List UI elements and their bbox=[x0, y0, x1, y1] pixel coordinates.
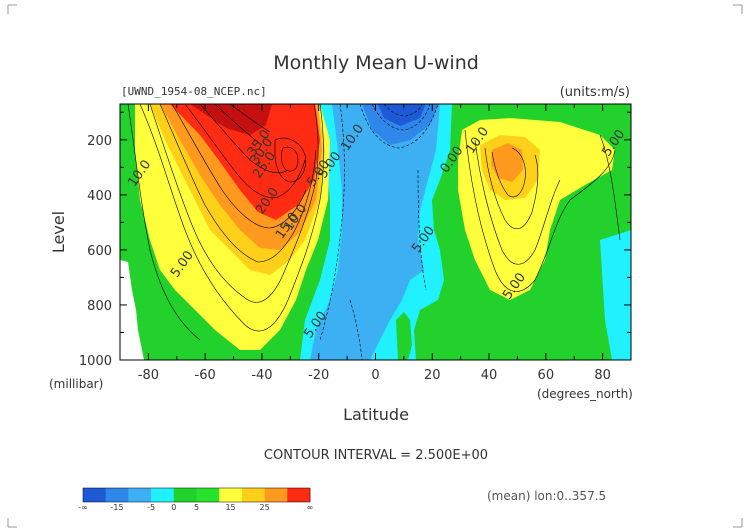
colorbar-swatch-7 bbox=[241, 488, 265, 502]
y-tick-label-3: 800 bbox=[87, 299, 112, 314]
colorbar-swatch-8 bbox=[264, 488, 288, 502]
colorbar-label-1: -15 bbox=[111, 503, 124, 512]
x-tick-label-3: -20 bbox=[308, 368, 329, 383]
x-tick-label-1: -60 bbox=[195, 368, 216, 383]
page-corner-marks bbox=[7, 4, 743, 528]
colorbar-label-6: 25 bbox=[260, 503, 270, 512]
colorbar-swatch-6 bbox=[219, 488, 243, 502]
x-tick-label-6: 40 bbox=[481, 368, 498, 383]
contour-interval-text: CONTOUR INTERVAL = 2.500E+00 bbox=[264, 448, 488, 463]
dataset-label: [UWND_1954-08_NCEP.nc] bbox=[121, 85, 267, 98]
units-label: (units:m/s) bbox=[560, 85, 630, 100]
x-tick-label-5: 20 bbox=[424, 368, 441, 383]
colorbar-frame bbox=[82, 487, 311, 503]
light-blue-region bbox=[310, 104, 440, 360]
green-blob-equator bbox=[396, 312, 412, 360]
y-tick-labels: 200 400 600 800 1000 bbox=[79, 134, 112, 369]
x-tick-label-2: -40 bbox=[251, 368, 272, 383]
y-tick-label-4: 1000 bbox=[79, 354, 112, 369]
colorbar-tick-labels: -∞ -15 -5 0 5 15 25 ∞ bbox=[78, 503, 313, 512]
colorbar-label-2: -5 bbox=[147, 503, 155, 512]
dark-blue-core bbox=[378, 104, 426, 126]
x-units-label: (degrees_north) bbox=[537, 387, 633, 401]
colorbar-swatch-4 bbox=[173, 488, 197, 502]
colorbar-label-0: -∞ bbox=[78, 503, 88, 512]
colorbar-label-7: ∞ bbox=[307, 503, 314, 512]
cyan-region-right bbox=[600, 230, 631, 360]
y-tick-label-1: 400 bbox=[87, 189, 112, 204]
x-tick-label-0: -80 bbox=[138, 368, 159, 383]
x-tick-label-7: 60 bbox=[538, 368, 555, 383]
chart-title: Monthly Mean U-wind bbox=[273, 52, 479, 74]
y-tick-label-0: 200 bbox=[87, 134, 112, 149]
x-tick-labels: -80 -60 -40 -20 0 20 40 60 80 bbox=[138, 368, 611, 383]
y-axis-ticks bbox=[120, 111, 631, 361]
colorbar-label-3: 0 bbox=[171, 503, 176, 512]
x-tick-label-4: 0 bbox=[371, 368, 379, 383]
colorbar-swatch-3 bbox=[151, 488, 175, 502]
missing-data-region bbox=[120, 260, 144, 360]
plot-area: 35.030.025.020.015.010.010.05.005.005.00… bbox=[120, 104, 631, 360]
orange-region-right-jet bbox=[491, 143, 523, 182]
dark-red-core bbox=[190, 104, 272, 135]
dashed-contour-lines bbox=[319, 104, 439, 360]
y-axis-label: Level bbox=[49, 211, 68, 253]
colorbar-swatch-5 bbox=[196, 488, 220, 502]
colorbar bbox=[82, 487, 311, 503]
red-region-left-jet bbox=[170, 104, 320, 220]
x-axis-ticks bbox=[119, 104, 632, 360]
y-units-label: (millibar) bbox=[49, 377, 103, 391]
colorbar-label-5: 15 bbox=[225, 503, 235, 512]
y-tick-label-2: 600 bbox=[87, 244, 112, 259]
colorbar-swatch-0 bbox=[83, 488, 106, 502]
contour-lines bbox=[127, 104, 621, 341]
colorbar-label-4: 5 bbox=[194, 503, 199, 512]
colorbar-swatch-1 bbox=[105, 488, 129, 502]
colorbar-swatch-9 bbox=[287, 488, 311, 502]
x-tick-label-8: 80 bbox=[594, 368, 611, 383]
x-axis-label: Latitude bbox=[343, 405, 409, 424]
subtitle-right: (mean) lon:0..357.5 bbox=[487, 489, 606, 503]
colorbar-swatch-2 bbox=[128, 488, 152, 502]
